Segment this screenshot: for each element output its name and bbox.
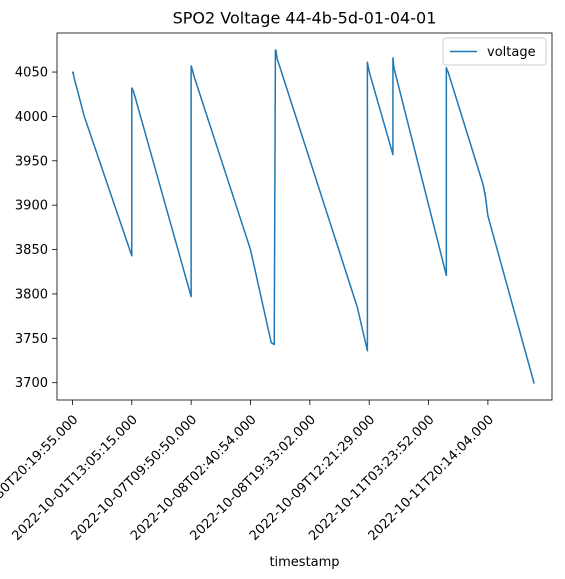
x-tick-label: 2022-10-08T02:40:54.000 [128,412,259,543]
x-tick-label: 2022-10-07T09:50:50.000 [69,412,200,543]
y-tick-label: 4050 [15,66,48,81]
y-tick-label: 3850 [15,243,48,258]
x-tick-label: 2022-10-09T12:21:29.000 [247,412,378,543]
y-tick-label: 3750 [15,332,48,347]
y-tick-label: 3950 [15,154,48,169]
series-line-voltage [71,49,535,384]
y-tick-label: 3700 [15,376,48,391]
x-tick-label: 2022-10-11T03:23:52.000 [306,412,437,543]
x-tick-label: 2022-10-11T20:14:04.000 [366,412,497,543]
x-tick-label: 2022-10-08T19:33:02.000 [187,412,318,543]
y-tick-label: 3900 [15,199,48,214]
y-tick-label: 3800 [15,287,48,302]
legend-label: voltage [487,45,536,60]
chart-title: SPO2 Voltage 44-4b-5d-01-04-01 [173,9,437,28]
x-axis-label: timestamp [269,555,339,570]
plot-area-frame [56,32,553,401]
legend-box [442,37,547,66]
x-tick-label: 2022-10-01T13:05:15.000 [9,412,140,543]
y-tick-label: 4000 [15,110,48,125]
